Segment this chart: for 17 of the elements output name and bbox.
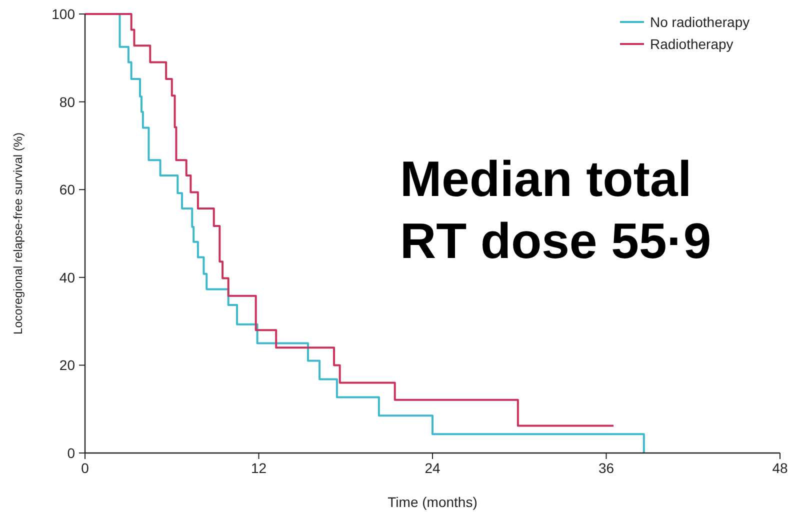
y-tick-label: 60: [59, 182, 76, 198]
annotation: RT dose 55·9: [400, 213, 712, 269]
legend-label: Radiotherapy: [650, 36, 734, 52]
y-axis-title: Locoregional relapse-free survival (%): [11, 132, 25, 335]
y-tick-label: 100: [52, 6, 76, 22]
y-tick-label: 80: [59, 94, 76, 110]
x-tick-label: 48: [772, 460, 788, 476]
annotation: Median total: [400, 151, 692, 207]
legend-label: No radiotherapy: [650, 14, 750, 30]
y-tick-label: 40: [59, 269, 76, 286]
x-tick-label: 24: [424, 460, 440, 476]
x-tick-label: 12: [250, 460, 267, 476]
x-tick-label: 36: [598, 460, 614, 476]
y-tick-label: 20: [59, 357, 76, 374]
x-tick-label: 0: [81, 460, 90, 476]
y-tick-label: 0: [67, 445, 76, 461]
x-axis-title: Time (months): [388, 494, 478, 510]
